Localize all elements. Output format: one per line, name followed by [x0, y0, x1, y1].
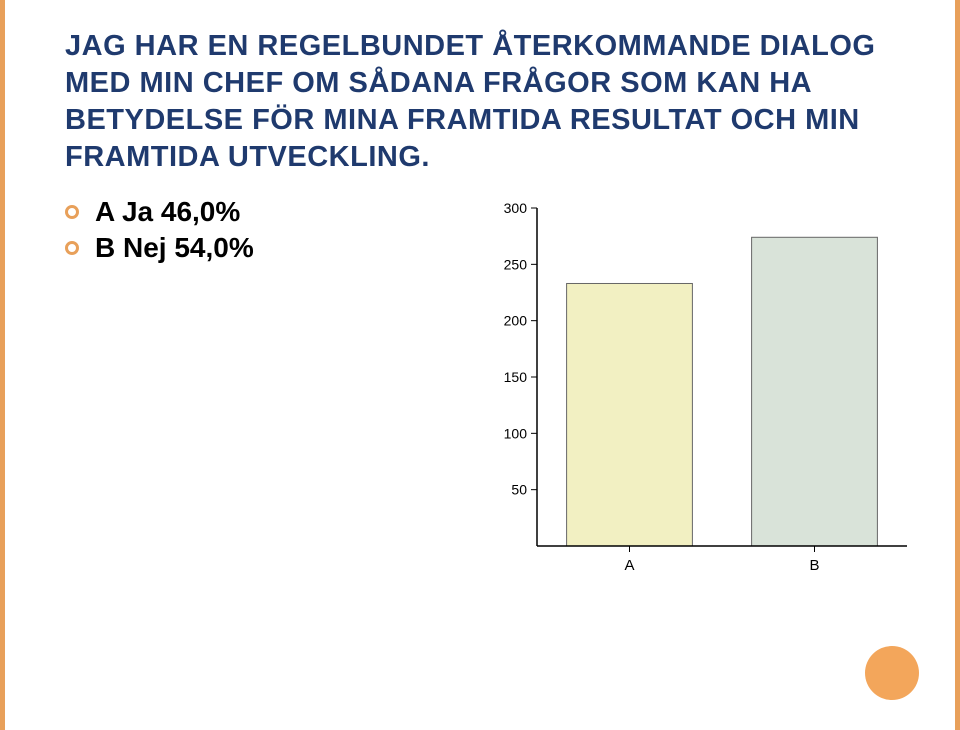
svg-text:A: A — [624, 557, 634, 574]
svg-text:300: 300 — [504, 200, 528, 216]
svg-text:150: 150 — [504, 369, 528, 385]
slide-title: JAG HAR EN REGELBUNDET ÅTERKOMMANDE DIAL… — [65, 28, 907, 176]
svg-text:250: 250 — [504, 256, 528, 272]
legend-label: A Ja 46,0% — [95, 196, 240, 228]
svg-text:50: 50 — [511, 482, 527, 498]
svg-text:B: B — [809, 557, 819, 574]
svg-text:100: 100 — [504, 425, 528, 441]
bullet-icon — [65, 205, 79, 219]
corner-ornament-icon — [865, 646, 919, 700]
legend-label: B Nej 54,0% — [95, 232, 254, 264]
slide: JAG HAR EN REGELBUNDET ÅTERKOMMANDE DIAL… — [0, 0, 960, 730]
bullet-icon — [65, 241, 79, 255]
svg-text:200: 200 — [504, 313, 528, 329]
bar-chart: 50 100 150 200 250 300 A B — [485, 198, 925, 584]
bar-chart-svg: 50 100 150 200 250 300 A B — [485, 198, 925, 584]
